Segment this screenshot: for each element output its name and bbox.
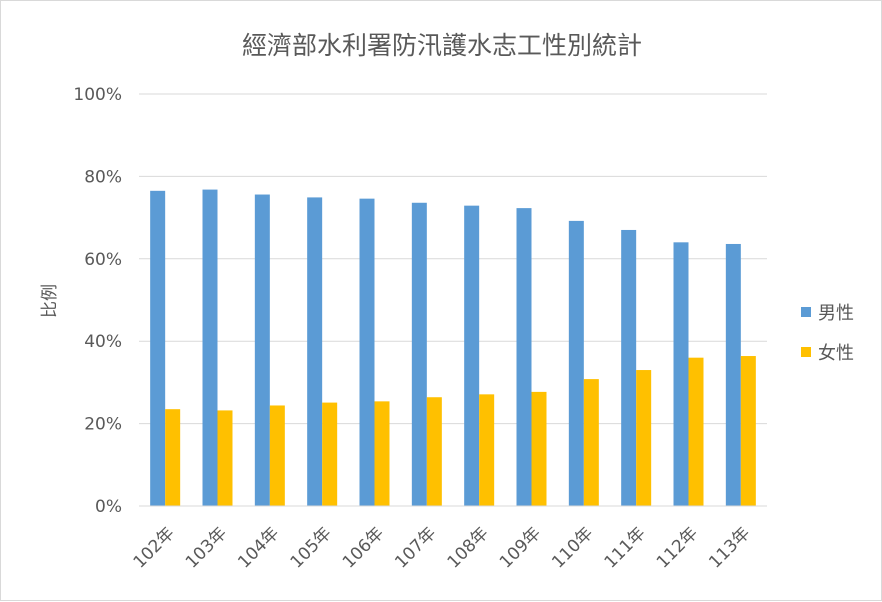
bar-female (636, 370, 652, 506)
y-tick-label: 40% (84, 332, 122, 352)
legend-swatch-male (801, 307, 811, 317)
bar-male (725, 243, 741, 506)
x-tick-label: 104年 (234, 523, 283, 572)
bar-male (464, 205, 480, 507)
bar-male (307, 197, 323, 507)
bar-male (621, 229, 637, 506)
bar-male (516, 208, 532, 506)
bar-female (217, 410, 233, 506)
bar-female (165, 409, 181, 506)
bar-female (583, 379, 599, 506)
x-tick-label: 109年 (496, 523, 545, 572)
legend-swatch-female (801, 347, 811, 357)
bar-male (411, 202, 427, 506)
bar-male (568, 220, 584, 506)
chart-title: 經濟部水利署防汛護水志工性別統計 (242, 31, 642, 60)
bar-male (150, 190, 166, 506)
x-axis-ticks: 102年 103年 104年 105年 106年 107年 108年 109年 110年 111年… (130, 523, 755, 572)
bar-male (254, 194, 270, 506)
bar-female (322, 402, 338, 506)
x-tick-label: 103年 (182, 523, 231, 572)
bar-female (740, 356, 756, 506)
bar-female (688, 357, 704, 506)
x-tick-label: 105年 (287, 523, 336, 572)
bar-male (673, 242, 689, 506)
x-tick-label: 108年 (444, 523, 493, 572)
bars (150, 189, 756, 507)
bar-female (479, 394, 495, 506)
y-axis-ticks: 0% 20% 40% 60% 80% 100% (73, 85, 122, 517)
legend-label-male: 男性 (818, 303, 854, 324)
y-tick-label: 60% (84, 250, 122, 270)
y-tick-label: 0% (95, 497, 122, 517)
x-tick-label: 112年 (653, 523, 702, 572)
y-axis-label: 比例 (40, 284, 60, 318)
x-tick-label: 113年 (705, 523, 754, 572)
bar-female (531, 391, 547, 506)
y-tick-label: 20% (84, 415, 122, 435)
bar-male (202, 189, 218, 507)
x-tick-label: 110年 (548, 523, 597, 572)
bar-female (269, 405, 285, 506)
y-tick-label: 80% (84, 167, 122, 187)
x-tick-label: 102年 (130, 523, 179, 572)
bar-male (359, 198, 375, 506)
legend-label-female: 女性 (818, 343, 854, 364)
y-tick-label: 100% (73, 85, 122, 105)
x-tick-label: 106年 (339, 523, 388, 572)
bar-female (374, 401, 390, 506)
gridlines (139, 93, 767, 425)
x-tick-label: 111年 (601, 523, 650, 572)
x-tick-label: 107年 (391, 523, 440, 572)
bar-female (426, 397, 442, 506)
